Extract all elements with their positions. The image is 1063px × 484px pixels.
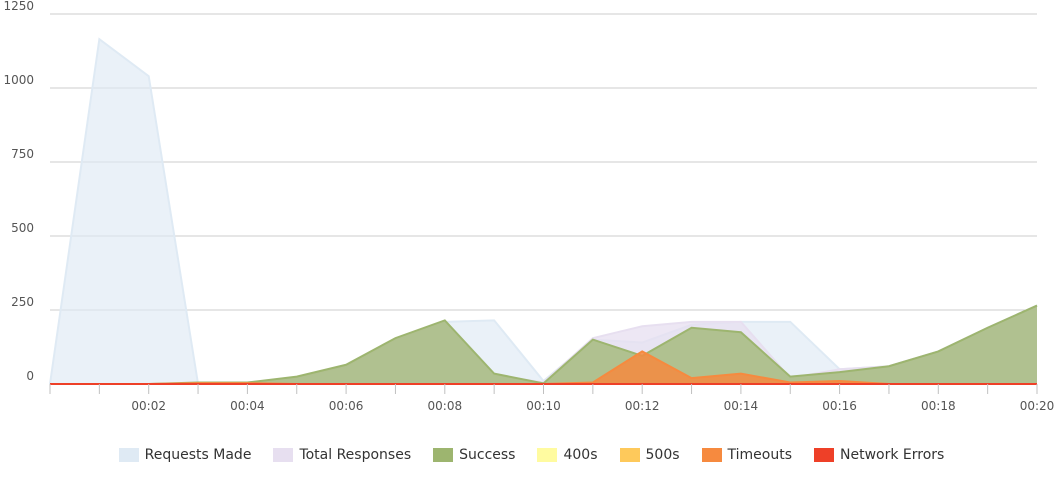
chart-plot: 0 250 500 750 1000 1250 00:02 00:04 00:06 00:08 00… (3, 0, 1055, 413)
legend-swatch (433, 448, 454, 462)
series-area-requests-made (50, 39, 1037, 384)
series-area-success (50, 305, 1037, 384)
series-line-requests-made (49, 37, 1038, 385)
x-tick-label: 00:20 (1020, 399, 1055, 413)
legend-swatch (814, 448, 834, 462)
legend-label: Requests Made (144, 447, 252, 463)
x-tick-label: 00:10 (526, 399, 561, 413)
legend-item-network-errors[interactable]: Network Errors (814, 447, 944, 463)
y-tick-label: 0 (26, 369, 34, 383)
legend-label: Timeouts (727, 447, 792, 463)
x-tick-label: 00:12 (625, 399, 660, 413)
legend-label: Network Errors (840, 447, 945, 463)
x-tick-label: 00:06 (329, 399, 364, 413)
legend-label: 500s (645, 447, 680, 463)
y-tick-label: 750 (11, 147, 34, 161)
legend-label: Success (459, 447, 516, 463)
x-tick-label: 00:14 (724, 399, 759, 413)
legend-item-timeouts[interactable]: Timeouts (701, 447, 792, 463)
legend-swatch (273, 448, 294, 462)
y-tick-label: 1000 (3, 73, 34, 87)
x-tick-label: 00:08 (428, 399, 463, 413)
legend-item-500s[interactable]: 500s (619, 447, 680, 463)
legend-item-success[interactable]: Success (433, 447, 515, 463)
x-tick-label: 00:16 (822, 399, 857, 413)
legend-label: 400s (563, 447, 598, 463)
chart-legend: Requests Made Total Responses Success 400s 5… (0, 444, 1063, 466)
x-tick-label: 00:04 (230, 399, 265, 413)
legend-item-total-responses[interactable]: Total Responses (273, 447, 411, 463)
legend-label: Total Responses (299, 447, 412, 463)
legend-swatch (118, 448, 139, 462)
legend-swatch (619, 448, 640, 462)
y-tick-label: 250 (11, 295, 34, 309)
x-tick-label: 00:02 (131, 399, 166, 413)
legend-swatch (537, 448, 558, 462)
legend-item-requests-made[interactable]: Requests Made (118, 447, 252, 463)
y-tick-label: 500 (11, 221, 34, 235)
legend-swatch (701, 448, 722, 462)
legend-item-400s[interactable]: 400s (537, 447, 598, 463)
y-tick-label: 1250 (3, 0, 34, 13)
x-tick-label: 00:18 (921, 399, 956, 413)
